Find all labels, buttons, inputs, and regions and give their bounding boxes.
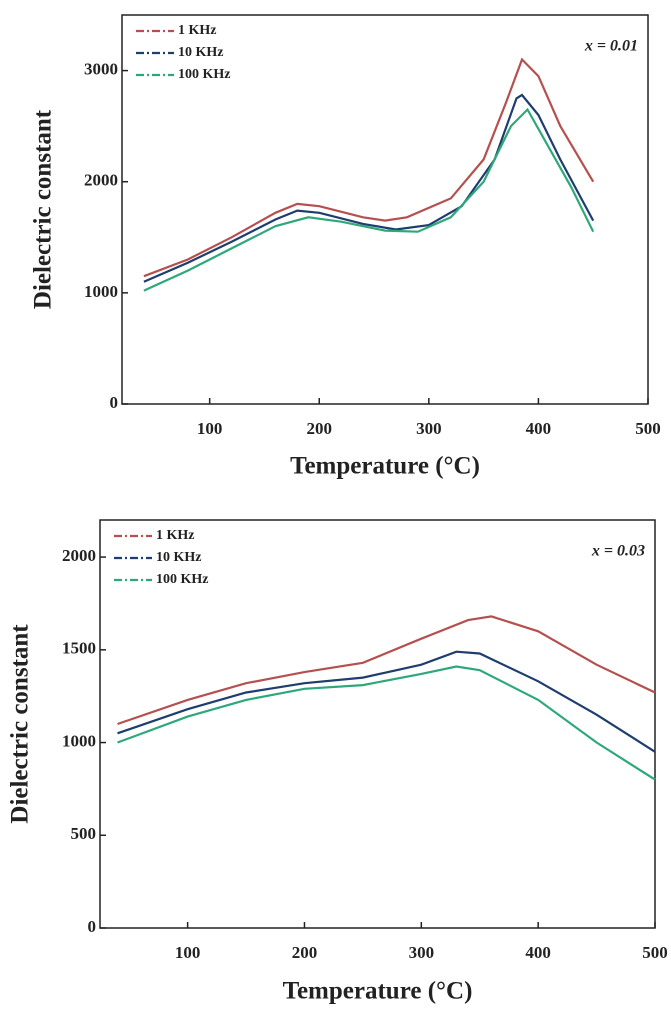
series-line <box>143 93 595 283</box>
y-tick-label: 1500 <box>62 639 96 658</box>
series-line <box>117 615 656 726</box>
plot-frame <box>121 14 649 405</box>
series-line <box>117 650 656 753</box>
x-tick-label: 500 <box>635 419 661 438</box>
series-line <box>143 107 595 292</box>
y-tick-label: 2000 <box>84 171 118 190</box>
legend-label: 100 KHz <box>178 67 231 82</box>
legend-label: 10 KHz <box>178 45 224 60</box>
series-line <box>143 57 595 278</box>
annotation: x = 0.03 <box>591 543 645 560</box>
legend-label: 1 KHz <box>156 528 195 543</box>
x-tick-label: 300 <box>409 943 435 962</box>
x-tick-label: 500 <box>642 943 668 962</box>
y-tick-label: 3000 <box>84 59 118 78</box>
x-tick-label: 200 <box>307 419 333 438</box>
legend-label: 100 KHz <box>156 572 209 587</box>
x-axis-title: Temperature (°C) <box>290 453 480 480</box>
x-tick-label: 400 <box>526 419 552 438</box>
plot-frame <box>99 519 656 929</box>
y-axis-title: Dielectric constant <box>7 624 34 824</box>
x-tick-label: 200 <box>292 943 318 962</box>
x-tick-label: 100 <box>175 943 201 962</box>
y-axis-title: Dielectric constant <box>30 109 57 309</box>
x-tick-label: 400 <box>525 943 551 962</box>
x-axis-title: Temperature (°C) <box>283 978 473 1005</box>
y-tick-label: 0 <box>110 393 119 412</box>
annotation: x = 0.01 <box>584 38 638 55</box>
y-tick-label: 500 <box>71 824 97 843</box>
y-tick-label: 1000 <box>84 282 118 301</box>
y-tick-label: 1000 <box>62 731 96 750</box>
legend-label: 10 KHz <box>156 550 202 565</box>
y-tick-label: 2000 <box>62 546 96 565</box>
x-tick-label: 100 <box>197 419 223 438</box>
x-tick-label: 300 <box>416 419 442 438</box>
y-tick-label: 0 <box>88 917 97 936</box>
legend-label: 1 KHz <box>178 23 217 38</box>
series-line <box>117 665 656 781</box>
